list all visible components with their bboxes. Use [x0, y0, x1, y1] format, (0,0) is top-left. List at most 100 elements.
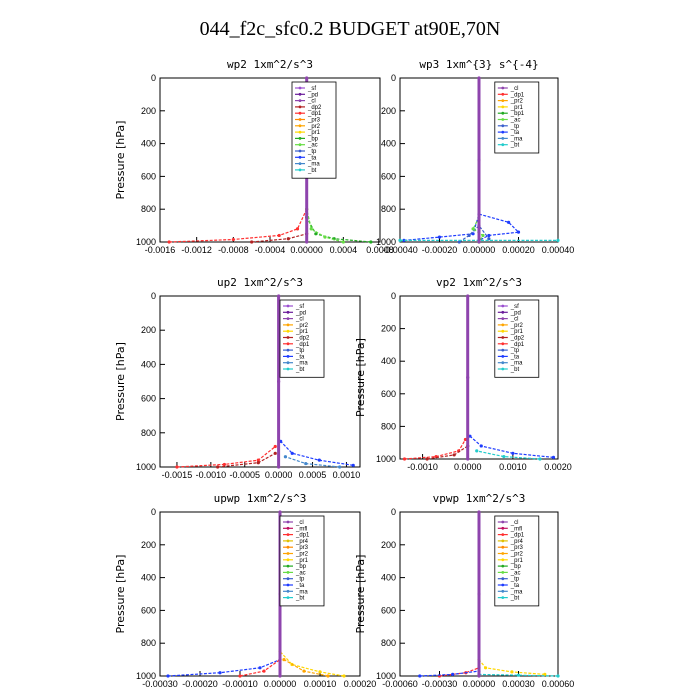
data-point: [457, 240, 461, 244]
legend-entry: _bp: [510, 564, 522, 570]
series-line-dp1: [169, 208, 308, 243]
data-point: [475, 449, 479, 453]
data-point: [305, 76, 309, 80]
legend-marker: [501, 520, 505, 524]
data-point: [556, 674, 560, 678]
legend-marker: [298, 130, 302, 134]
legend-marker: [286, 552, 290, 555]
legend-marker: [298, 155, 302, 159]
legend-entry: _cl: [295, 317, 304, 323]
series-line-ac: [306, 209, 344, 243]
data-point: [277, 294, 281, 298]
legend-entry: _ta: [295, 354, 305, 360]
data-point: [451, 672, 455, 676]
x-tick-label: -0.00020: [422, 245, 458, 255]
legend-marker: [501, 317, 505, 320]
x-tick-label: -0.0015: [162, 470, 193, 480]
data-point: [402, 238, 406, 242]
x-tick-label: -0.00040: [382, 245, 418, 255]
y-tick-label: 0: [391, 73, 396, 83]
legend-entry: _cl: [510, 317, 519, 323]
y-tick-label: 800: [381, 421, 396, 431]
legend-marker: [501, 571, 505, 574]
legend-marker: [286, 577, 290, 581]
data-point: [273, 444, 277, 449]
y-tick-label: 400: [381, 139, 396, 149]
legend-entry: _cl: [510, 520, 519, 526]
panel-title: wp3 1xm^{3} s^{-4}: [419, 58, 538, 71]
legend-marker: [501, 329, 505, 333]
series-line-bt: [478, 673, 559, 677]
legend-entry: _ma: [295, 589, 308, 595]
legend-entry: _pr4: [510, 539, 524, 545]
x-tick-label: 0.0008: [366, 245, 394, 255]
panel-title: wp2 1xm^2/s^3: [227, 58, 313, 71]
y-axis-label: Pressure [hPa]: [354, 555, 367, 634]
data-point: [507, 220, 511, 224]
x-tick-label: -0.00030: [422, 679, 458, 689]
legend-marker: [501, 143, 505, 147]
legend-marker: [286, 583, 290, 587]
y-tick-label: 200: [381, 106, 396, 116]
legend-marker: [501, 361, 505, 365]
data-point: [369, 240, 373, 244]
legend-box: [291, 81, 337, 179]
x-tick-label: 0.0004: [330, 245, 358, 255]
x-tick-label: -0.00030: [142, 679, 178, 689]
data-point: [277, 233, 281, 238]
data-point: [466, 457, 470, 461]
legend-marker: [286, 367, 290, 371]
legend-entry: _dp1: [510, 92, 525, 98]
series-line-ta: [469, 435, 554, 458]
legend-entry: _ta: [295, 583, 305, 589]
y-tick-label: 600: [381, 605, 396, 615]
data-point: [551, 455, 556, 459]
y-tick-label: 200: [141, 106, 156, 116]
legend-marker: [501, 526, 505, 530]
data-point: [278, 674, 282, 678]
legend-entry: _dp1: [510, 342, 525, 348]
data-point: [477, 158, 481, 162]
data-point: [277, 379, 281, 384]
data-point: [477, 674, 481, 678]
x-tick-label: 0.00010: [304, 679, 337, 689]
legend-entry: _pr2: [510, 323, 524, 329]
data-point: [342, 674, 346, 678]
series-line-dp1: [176, 446, 276, 468]
data-point: [341, 240, 345, 244]
legend-marker: [286, 361, 290, 365]
data-point: [479, 444, 483, 448]
x-tick-label: 0.00030: [502, 679, 535, 689]
legend-entry: _cl: [307, 99, 316, 105]
data-point: [466, 375, 470, 380]
legend-entry: _bp: [295, 564, 307, 570]
legend-marker: [298, 124, 302, 128]
data-point: [418, 674, 422, 678]
legend-entry: _bp1: [510, 111, 525, 117]
data-point: [166, 674, 170, 678]
data-point: [256, 458, 260, 462]
legend-marker: [286, 533, 290, 536]
data-point: [481, 233, 485, 238]
y-tick-label: 400: [381, 356, 396, 366]
data-point: [258, 666, 262, 670]
data-point: [556, 238, 560, 242]
legend-entry: _pr2: [510, 99, 524, 105]
data-point: [483, 666, 488, 670]
x-tick-label: 0.00000: [290, 245, 323, 255]
legend-entry: _bp: [307, 136, 319, 142]
legend-entry: _mfl: [295, 526, 307, 532]
legend-entry: _sf: [510, 304, 519, 310]
legend-marker: [501, 130, 505, 134]
series-line-tp: [458, 224, 490, 243]
legend-marker: [286, 348, 290, 352]
legend-entry: _pr3: [295, 545, 309, 551]
panel-title: vp2 1xm^2/s^3: [436, 276, 522, 289]
legend-marker: [501, 92, 505, 96]
y-tick-label: 0: [151, 73, 156, 83]
data-point: [487, 237, 491, 241]
data-point: [283, 455, 288, 459]
y-tick-label: 600: [141, 394, 156, 404]
data-point: [295, 227, 300, 231]
